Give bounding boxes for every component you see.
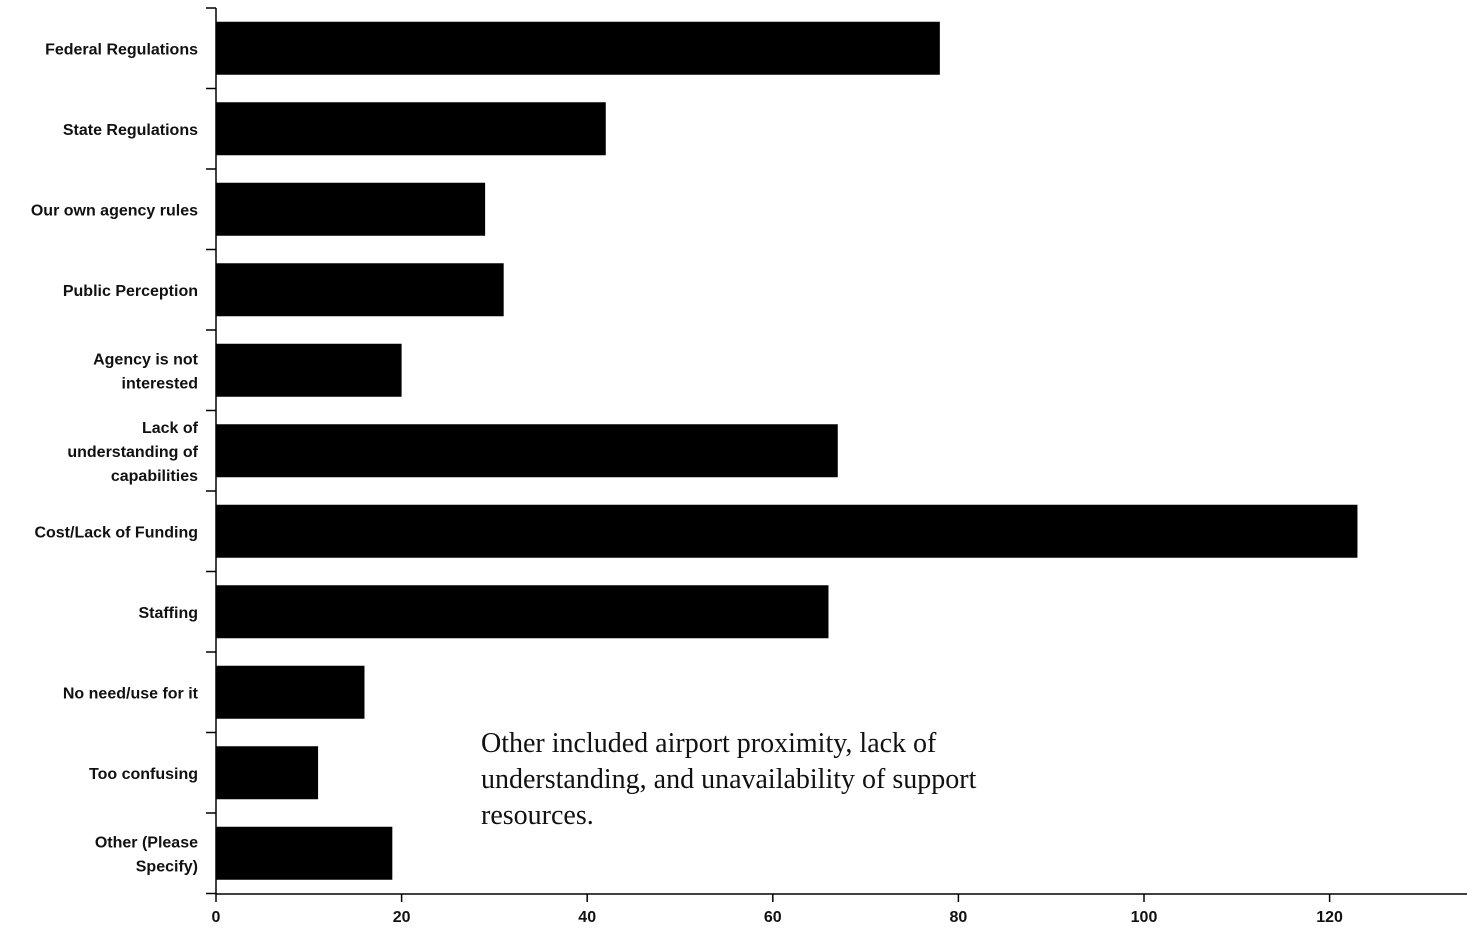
- x-axis: 0 20 40 60 80 100 120: [212, 893, 1467, 926]
- bar-other-please-specify: [216, 826, 393, 880]
- bars: [216, 21, 1358, 880]
- bar-agency-is-not-interested: [216, 343, 402, 397]
- category-label-staffing: Staffing: [138, 605, 198, 622]
- bar-cost-lack-of-funding: [216, 504, 1358, 558]
- x-tick-label-20: 20: [393, 909, 411, 926]
- category-label-other-please-specify: Other (Please Specify): [95, 834, 198, 875]
- category-label-state-regulations: State Regulations: [63, 122, 198, 139]
- bar-no-need-use-for-it: [216, 665, 365, 719]
- category-label-federal-regulations: Federal Regulations: [45, 41, 198, 58]
- category-label-cost-lack-of-funding: Cost/Lack of Funding: [34, 524, 198, 541]
- category-label-public-perception: Public Perception: [63, 283, 198, 300]
- bar-staffing: [216, 585, 829, 639]
- category-label-too-confusing: Too confusing: [89, 766, 198, 783]
- bar-too-confusing: [216, 746, 319, 800]
- x-tick-label-40: 40: [578, 909, 596, 926]
- category-label-agency-is-not-interested: Agency is not interested: [93, 351, 199, 392]
- category-labels: Federal Regulations State Regulations Our …: [31, 41, 199, 875]
- bar-federal-regulations: [216, 21, 940, 75]
- bar-state-regulations: [216, 102, 606, 156]
- bar-lack-of-understanding-of-capabilities: [216, 424, 838, 478]
- x-tick-label-100: 100: [1131, 909, 1158, 926]
- x-tick-label-60: 60: [764, 909, 782, 926]
- bar-our-own-agency-rules: [216, 182, 486, 236]
- category-label-lack-of-understanding-of-capabilities: Lack of understanding of capabilities: [67, 420, 198, 485]
- bar-public-perception: [216, 263, 504, 317]
- chart-annotation: Other included airport proximity, lack o…: [481, 728, 977, 831]
- x-tick-label-0: 0: [212, 909, 221, 926]
- category-label-our-own-agency-rules: Our own agency rules: [31, 202, 198, 219]
- category-label-no-need-use-for-it: No need/use for it: [63, 685, 199, 702]
- x-tick-label-80: 80: [950, 909, 968, 926]
- x-tick-label-120: 120: [1316, 909, 1343, 926]
- y-axis: [206, 7, 217, 895]
